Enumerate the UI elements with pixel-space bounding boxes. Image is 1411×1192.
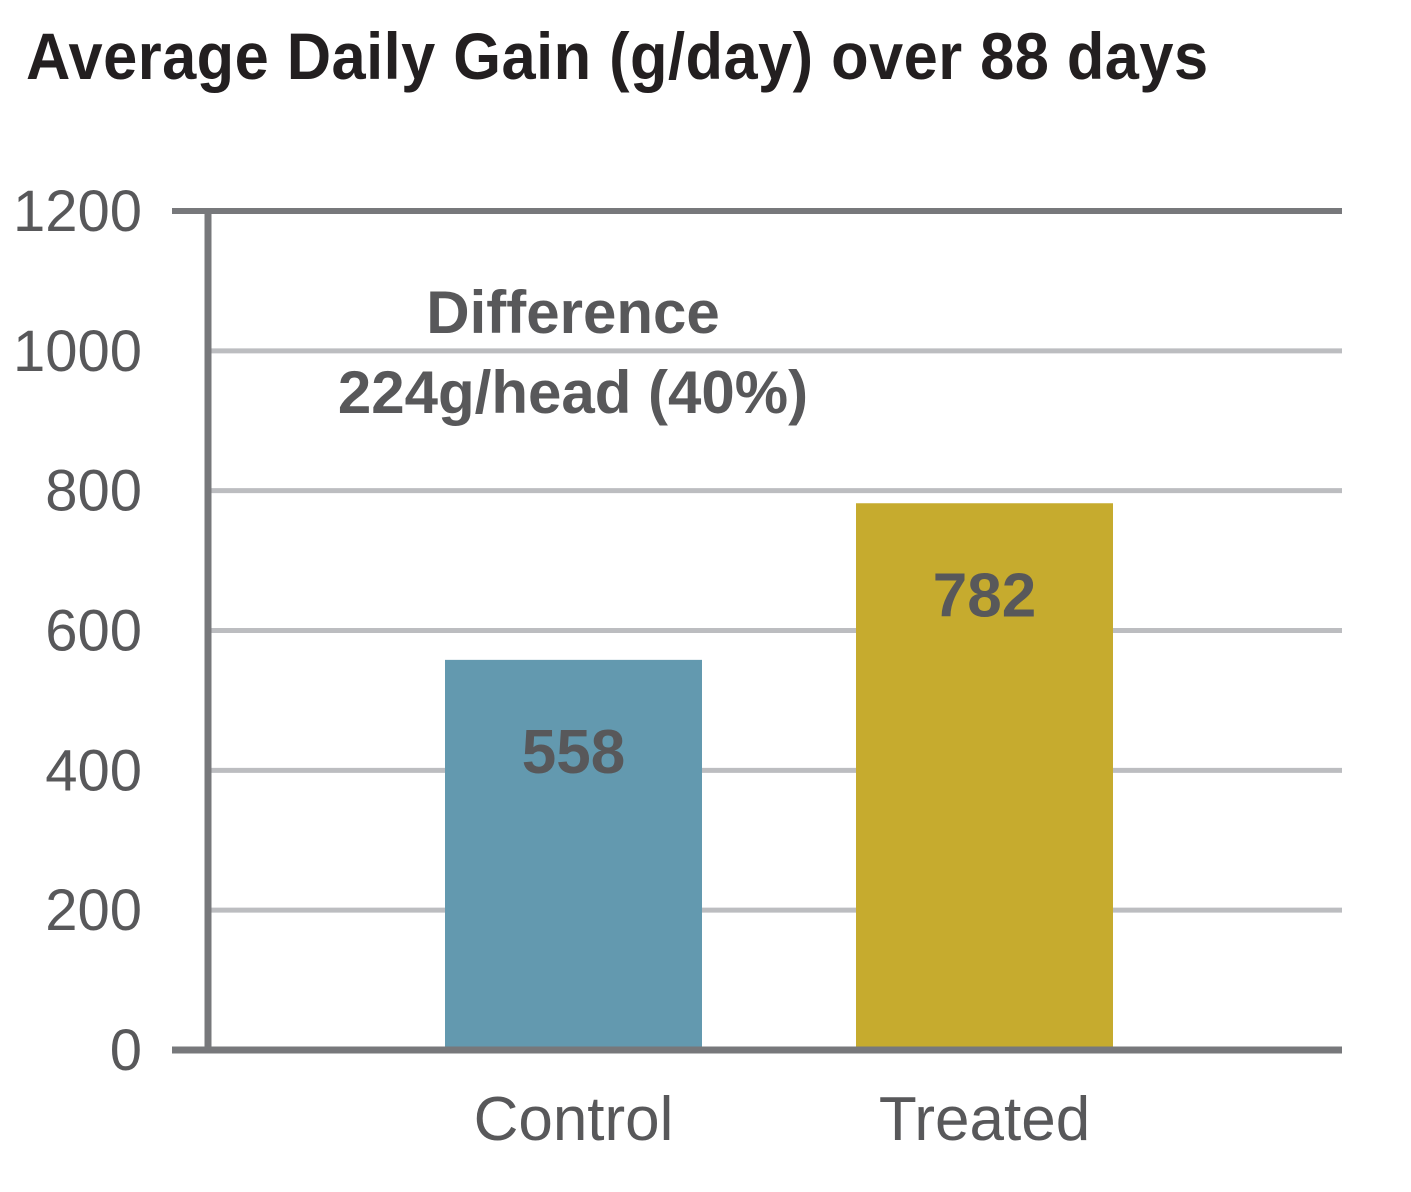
y-tick-label-1200: 1200: [13, 179, 142, 244]
data-labels: 558 782: [522, 561, 1036, 787]
y-tick-label-1000: 1000: [13, 319, 142, 384]
data-label-treated: 782: [933, 561, 1036, 630]
annotation-line-1: Difference: [426, 279, 719, 346]
category-label-control: Control: [474, 1085, 674, 1154]
axes: [172, 208, 1342, 1054]
data-label-control: 558: [522, 718, 625, 787]
gridlines: [208, 348, 1342, 913]
y-tick-label-800: 800: [45, 459, 142, 524]
y-tick-labels: 0 200 400 600 800 1000 1200: [13, 179, 142, 1083]
bar-treated: [856, 503, 1113, 1050]
annotation-line-2: 224g/head (40%): [338, 359, 808, 426]
y-tick-label-600: 600: [45, 599, 142, 664]
y-tick-label-0: 0: [110, 1018, 142, 1083]
y-tick-label-200: 200: [45, 878, 142, 943]
y-tick-label-400: 400: [45, 738, 142, 803]
bar-control: [445, 659, 702, 1050]
bars: [445, 503, 1113, 1050]
category-label-treated: Treated: [879, 1085, 1090, 1154]
annotation: Difference 224g/head (40%): [338, 279, 808, 426]
chart-title: Average Daily Gain (g/day) over 88 days: [26, 19, 1209, 93]
category-labels: Control Treated: [474, 1085, 1091, 1154]
